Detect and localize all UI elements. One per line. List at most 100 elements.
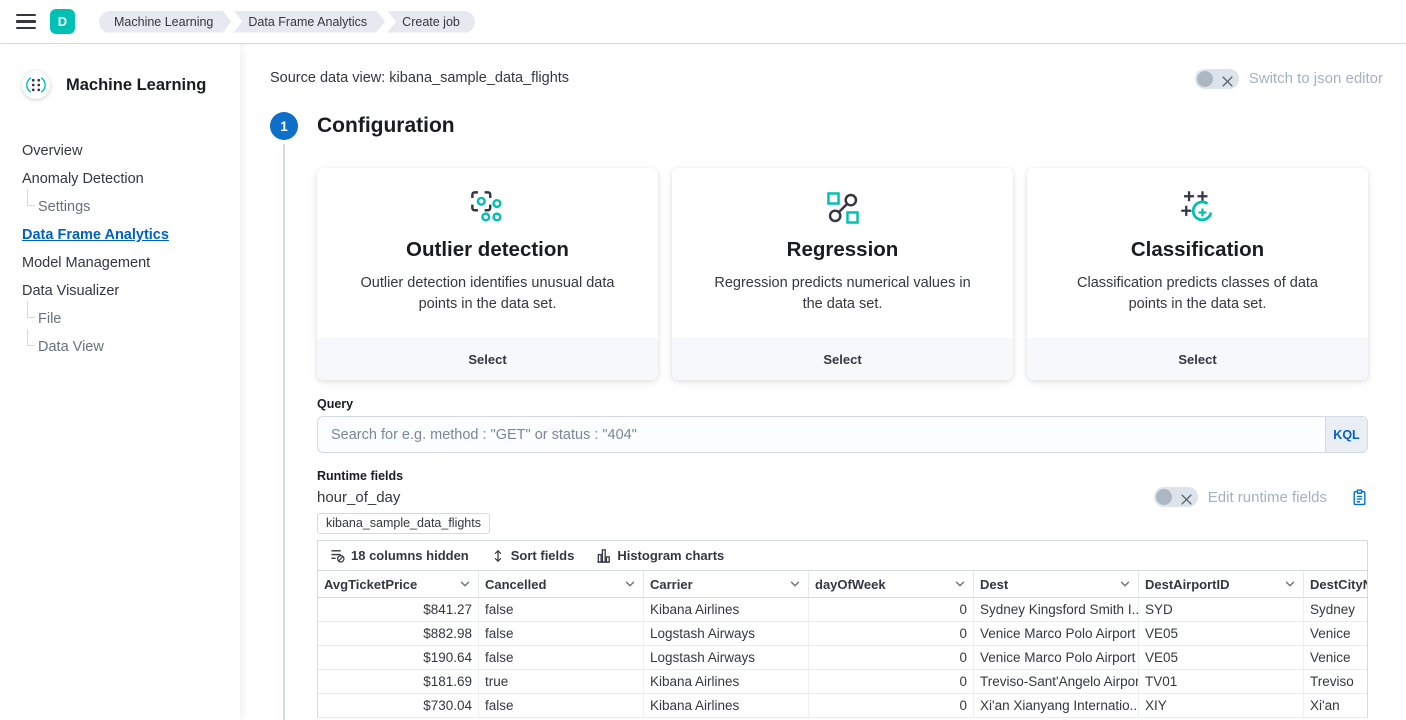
table-cell: Venice [1304, 622, 1367, 645]
card-title: Classification [1130, 238, 1265, 261]
regression-icon [672, 189, 1013, 233]
histogram-charts-button[interactable]: Histogram charts [588, 548, 732, 563]
chevron-down-icon[interactable] [623, 577, 637, 591]
sidebar-title: Machine Learning [66, 75, 207, 94]
step-connector-line [283, 144, 285, 720]
table-cell: Kibana Airlines [644, 670, 809, 693]
kql-button[interactable]: KQL [1325, 417, 1367, 452]
sidebar-item-data-frame-analytics[interactable]: Data Frame Analytics [22, 227, 169, 243]
select-button[interactable]: Select [317, 338, 658, 380]
step-number-badge: 1 [270, 112, 298, 140]
table-cell: Treviso [1304, 670, 1367, 693]
column-header-dest[interactable]: Dest [974, 571, 1139, 597]
main-content: Source data view: kibana_sample_data_fli… [240, 44, 1406, 720]
toggle-off-x-icon [1181, 492, 1192, 510]
table-row: $181.69 true Kibana Airlines 0 Treviso-Sant'… [318, 670, 1367, 694]
search-input[interactable] [318, 417, 1325, 452]
columns-hidden-icon [330, 548, 345, 563]
table-row: $190.64 false Logstash Airways 0 Venice Marc… [318, 646, 1367, 670]
column-header-dayofweek[interactable]: dayOfWeek [809, 571, 974, 597]
column-header-destcityname[interactable]: DestCityName [1304, 571, 1367, 597]
table-cell: Treviso-Sant'Angelo Airport [974, 670, 1139, 693]
card-description: Classification predicts classes of data … [1077, 275, 1318, 312]
table-row: $841.27 false Kibana Airlines 0 Sydney Kings… [318, 598, 1367, 622]
card-classification[interactable]: Classification Classification predicts cl… [1027, 168, 1368, 380]
json-editor-toggle[interactable] [1194, 68, 1239, 89]
sort-fields-button[interactable]: Sort fields [483, 548, 583, 563]
table-cell: Logstash Airways [644, 622, 809, 645]
histogram-charts-icon [596, 548, 611, 563]
table-cell: Logstash Airways [644, 646, 809, 669]
runtime-fields-label: Runtime fields [317, 469, 404, 483]
top-navigation-bar: D Machine Learning Data Frame Analytics Cr… [0, 0, 1406, 44]
table-cell: Kibana Airlines [644, 694, 809, 717]
edit-runtime-fields-toggle[interactable] [1153, 487, 1198, 510]
card-description: Regression predicts numerical values in … [714, 275, 971, 312]
table-cell: Sydney [1304, 598, 1367, 621]
column-header-carrier[interactable]: Carrier [644, 571, 809, 597]
column-header-avgticketprice[interactable]: AvgTicketPrice [318, 571, 479, 597]
data-view-badge: kibana_sample_data_flights [317, 513, 490, 534]
table-cell: SYD [1139, 598, 1304, 621]
table-cell: Kibana Airlines [644, 598, 809, 621]
sidebar-item-anomaly-detection[interactable]: Anomaly Detection [22, 171, 144, 187]
table-cell: 0 [809, 670, 974, 693]
table-cell: TV01 [1139, 670, 1304, 693]
query-label: Query [317, 397, 354, 411]
sidebar-nav: Overview Anomaly Detection Settings Data Fr… [0, 137, 240, 361]
sidebar-item-model-management[interactable]: Model Management [22, 255, 151, 271]
table-cell: false [479, 694, 644, 717]
chevron-down-icon[interactable] [788, 577, 802, 591]
sidebar: Machine Learning Overview Anomaly Detecti… [0, 44, 240, 720]
json-editor-toggle-label: Switch to json editor [1248, 70, 1383, 87]
table-cell: Venice Marco Polo Airport [974, 622, 1139, 645]
breadcrumb-item[interactable]: Machine Learning [99, 11, 231, 33]
data-grid-toolbar: 18 columns hidden Sort fields Histogram ch… [318, 541, 1367, 571]
table-cell: $190.64 [318, 646, 479, 669]
table-cell: true [479, 670, 644, 693]
card-outlier-detection[interactable]: Outlier detection Outlier detection ident… [317, 168, 658, 380]
table-cell: 0 [809, 694, 974, 717]
classification-icon [1027, 189, 1368, 233]
table-cell: $841.27 [318, 598, 479, 621]
sidebar-item-data-view[interactable]: Data View [0, 329, 240, 361]
table-cell: XIY [1139, 694, 1304, 717]
table-cell: VE05 [1139, 622, 1304, 645]
column-header-cancelled[interactable]: Cancelled [479, 571, 644, 597]
table-cell: Venice [1304, 646, 1367, 669]
table-cell: 0 [809, 622, 974, 645]
chevron-down-icon[interactable] [953, 577, 967, 591]
menu-icon[interactable] [16, 13, 36, 30]
table-cell: false [479, 622, 644, 645]
sidebar-item-file[interactable]: File [0, 301, 240, 333]
copy-clipboard-icon[interactable] [1351, 488, 1368, 506]
table-cell: false [479, 598, 644, 621]
deployment-badge[interactable]: D [50, 9, 75, 34]
card-title: Regression [786, 238, 899, 261]
table-cell: $882.98 [318, 622, 479, 645]
breadcrumb: Machine Learning Data Frame Analytics Crea… [99, 10, 475, 33]
chevron-down-icon[interactable] [458, 577, 472, 591]
sidebar-item-data-visualizer[interactable]: Data Visualizer [22, 283, 120, 299]
table-cell: 0 [809, 598, 974, 621]
data-grid: 18 columns hidden Sort fields Histogram ch… [317, 540, 1368, 718]
select-button[interactable]: Select [672, 338, 1013, 380]
select-button[interactable]: Select [1027, 338, 1368, 380]
sidebar-item-settings[interactable]: Settings [0, 189, 240, 221]
chevron-down-icon[interactable] [1118, 577, 1132, 591]
sort-fields-icon [491, 549, 505, 563]
edit-runtime-fields-label: Edit runtime fields [1207, 488, 1327, 506]
table-cell: 0 [809, 646, 974, 669]
column-header-destairportid[interactable]: DestAirportID [1139, 571, 1304, 597]
breadcrumb-item[interactable]: Data Frame Analytics [233, 11, 385, 33]
chevron-down-icon[interactable] [1283, 577, 1297, 591]
breadcrumb-item[interactable]: Create job [387, 10, 475, 33]
toggle-off-x-icon [1222, 73, 1233, 94]
card-description: Outlier detection identifies unusual dat… [360, 275, 615, 312]
table-cell: $181.69 [318, 670, 479, 693]
columns-hidden-button[interactable]: 18 columns hidden [322, 548, 477, 563]
sidebar-item-overview[interactable]: Overview [22, 143, 83, 159]
data-grid-body: $841.27 false Kibana Airlines 0 Sydney Kings… [318, 598, 1367, 718]
card-regression[interactable]: Regression Regression predicts numerical … [672, 168, 1013, 380]
source-data-view-label: Source data view: kibana_sample_data_fli… [270, 70, 570, 86]
